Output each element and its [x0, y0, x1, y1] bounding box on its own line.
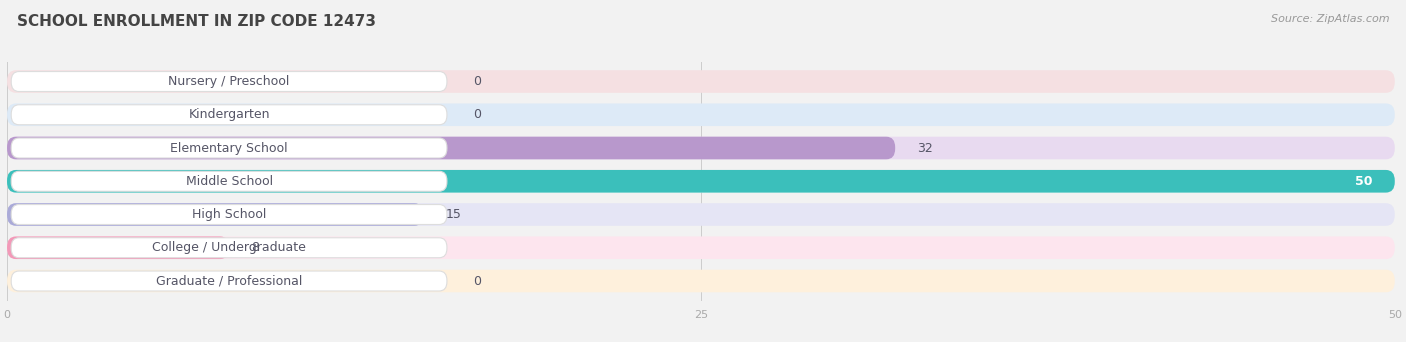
FancyBboxPatch shape — [7, 236, 1395, 259]
FancyBboxPatch shape — [7, 103, 1395, 126]
FancyBboxPatch shape — [11, 71, 447, 92]
Text: 0: 0 — [474, 108, 481, 121]
Text: Nursery / Preschool: Nursery / Preschool — [169, 75, 290, 88]
Text: SCHOOL ENROLLMENT IN ZIP CODE 12473: SCHOOL ENROLLMENT IN ZIP CODE 12473 — [17, 14, 375, 29]
Text: 15: 15 — [446, 208, 461, 221]
Text: Elementary School: Elementary School — [170, 142, 288, 155]
FancyBboxPatch shape — [7, 170, 1395, 193]
FancyBboxPatch shape — [7, 203, 1395, 226]
FancyBboxPatch shape — [11, 271, 447, 291]
Text: Middle School: Middle School — [186, 175, 273, 188]
Text: 0: 0 — [474, 75, 481, 88]
Text: 0: 0 — [474, 275, 481, 288]
FancyBboxPatch shape — [7, 236, 229, 259]
Text: 50: 50 — [1355, 175, 1372, 188]
FancyBboxPatch shape — [11, 138, 447, 158]
FancyBboxPatch shape — [11, 238, 447, 258]
Text: Graduate / Professional: Graduate / Professional — [156, 275, 302, 288]
FancyBboxPatch shape — [7, 170, 1395, 193]
FancyBboxPatch shape — [7, 137, 1395, 159]
FancyBboxPatch shape — [11, 205, 447, 224]
FancyBboxPatch shape — [11, 171, 447, 191]
Text: High School: High School — [191, 208, 266, 221]
Text: 32: 32 — [917, 142, 934, 155]
FancyBboxPatch shape — [7, 203, 423, 226]
FancyBboxPatch shape — [7, 270, 1395, 292]
FancyBboxPatch shape — [7, 137, 896, 159]
FancyBboxPatch shape — [7, 70, 1395, 93]
Text: College / Undergraduate: College / Undergraduate — [152, 241, 307, 254]
Text: Kindergarten: Kindergarten — [188, 108, 270, 121]
Text: 8: 8 — [252, 241, 259, 254]
Text: Source: ZipAtlas.com: Source: ZipAtlas.com — [1271, 14, 1389, 24]
FancyBboxPatch shape — [11, 105, 447, 125]
